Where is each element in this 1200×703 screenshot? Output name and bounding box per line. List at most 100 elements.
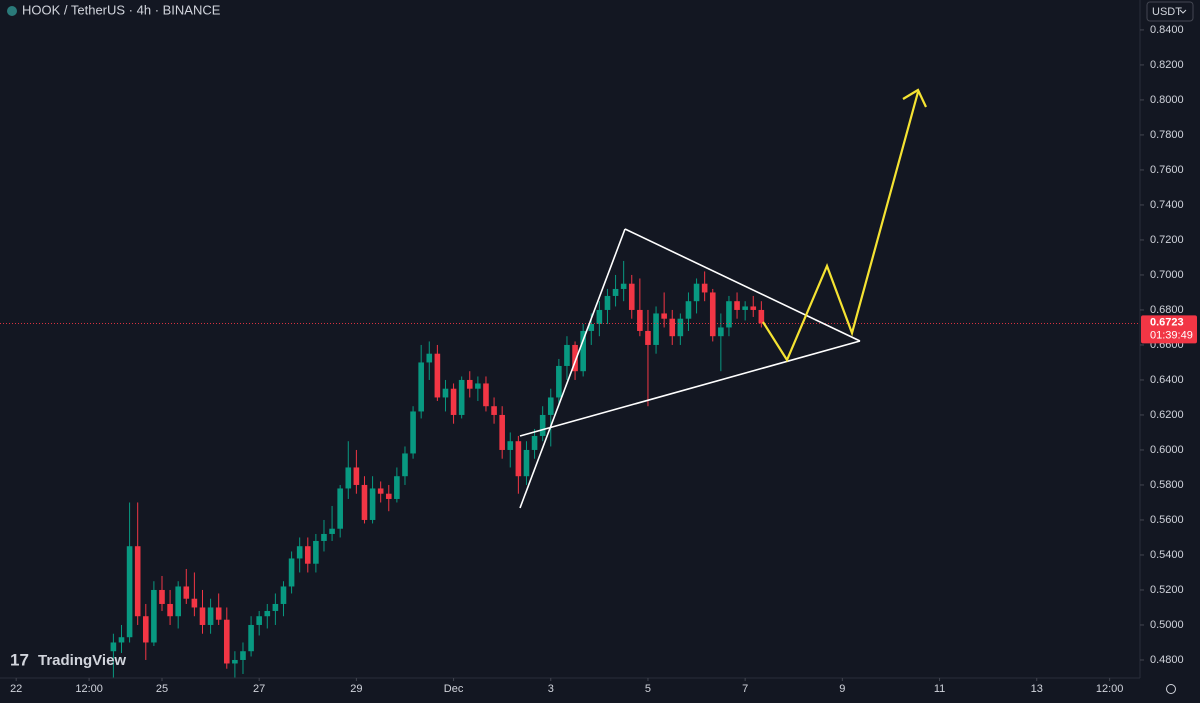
x-tick-label: Dec	[444, 683, 464, 695]
candle-body	[418, 362, 424, 412]
x-tick-label: 5	[645, 683, 651, 695]
y-tick-label: 0.7200	[1150, 234, 1184, 246]
candle-body	[596, 309, 603, 324]
candle-body	[645, 330, 651, 345]
y-tick-label: 0.8200	[1150, 59, 1184, 71]
chart-title: HOOK / TetherUS · 4h · BINANCE	[22, 2, 221, 17]
y-tick-label: 0.6200	[1150, 409, 1184, 421]
candle-body	[523, 449, 530, 477]
y-tick-label: 0.6000	[1150, 444, 1184, 456]
candle-body	[264, 610, 271, 617]
candle-body	[507, 441, 514, 450]
candle-body	[466, 379, 473, 389]
candle-body	[256, 616, 262, 625]
candle-body	[191, 598, 198, 608]
candle-body	[531, 435, 538, 450]
candle-body	[734, 301, 740, 310]
y-tick-label: 0.5000	[1150, 619, 1184, 631]
candle-body	[240, 651, 246, 660]
candle-body	[385, 493, 392, 499]
candle-body	[612, 288, 619, 296]
candle-body	[410, 411, 416, 454]
y-tick-label: 0.8000	[1150, 94, 1184, 106]
candle-body	[313, 540, 319, 564]
candle-body	[564, 344, 570, 366]
candle-body	[693, 283, 700, 302]
candle-body	[677, 318, 684, 337]
y-tick-label: 0.5600	[1150, 514, 1184, 526]
x-tick-label: 27	[253, 683, 265, 695]
candle-body	[337, 488, 343, 529]
candle-body	[183, 586, 190, 599]
candle-body	[539, 414, 546, 436]
candle-body	[483, 383, 489, 407]
dropdown-icon	[1179, 9, 1187, 14]
candle-body	[491, 406, 497, 415]
y-tick-label: 0.6800	[1150, 304, 1184, 316]
candle-body	[701, 283, 708, 293]
symbol-icon	[7, 6, 17, 16]
candle-body	[126, 546, 133, 638]
candle-body	[159, 589, 165, 604]
candle-body	[215, 607, 222, 620]
x-tick-label: 22	[10, 683, 22, 695]
candle-body	[556, 365, 562, 398]
countdown: 01:39:49	[1150, 329, 1193, 341]
candle-body	[685, 301, 692, 319]
candle-body	[272, 603, 279, 611]
currency-button[interactable]	[1146, 1, 1194, 22]
candle-body	[742, 306, 748, 310]
brand: TradingView	[38, 652, 126, 669]
candle-body	[361, 484, 368, 520]
candle-body	[718, 327, 724, 337]
candle-body	[296, 546, 303, 559]
candle-body	[118, 637, 125, 643]
candle-body	[758, 309, 765, 324]
candle-body	[572, 344, 578, 372]
candle-body	[426, 353, 433, 363]
x-tick-label: 12:00	[1096, 683, 1124, 695]
candle-body	[199, 607, 206, 625]
candle-body	[353, 467, 360, 485]
x-tick-label: 3	[548, 683, 554, 695]
candle-body	[580, 330, 586, 372]
candle-body	[321, 533, 327, 541]
y-tick-label: 0.5200	[1150, 584, 1184, 596]
candle-body	[604, 295, 611, 310]
settings-icon[interactable]	[1166, 684, 1176, 694]
y-tick-label: 0.5400	[1150, 549, 1184, 561]
y-tick-label: 0.4800	[1150, 654, 1184, 666]
plot: 0.4800 0.5000 0.5200 0.5400 0.5600 0.5800 0.60…	[0, 24, 1197, 695]
y-tick-label: 0.7600	[1150, 164, 1184, 176]
candle-body	[142, 616, 149, 643]
last-price-label: 0.6723	[1150, 316, 1184, 328]
logo-mark: 17	[10, 650, 29, 669]
candle-body	[709, 292, 716, 337]
candle-body	[637, 309, 643, 331]
last-price-tag	[1141, 315, 1197, 344]
candle-body	[434, 353, 441, 398]
candle-body	[151, 589, 157, 643]
y-tick-label: 0.5800	[1150, 479, 1184, 491]
candle-body	[620, 283, 627, 289]
currency-label[interactable]: USDT	[1152, 6, 1182, 18]
y-tick-label: 0.8400	[1150, 24, 1184, 36]
candle-body	[402, 453, 408, 477]
candle-body	[661, 313, 667, 319]
y-tick-label: 0.7000	[1150, 269, 1184, 281]
candle-body	[669, 318, 676, 337]
candle-body	[475, 383, 481, 389]
candle-body	[547, 397, 554, 415]
candle-body	[304, 546, 311, 564]
x-tick-label: 12:00	[75, 683, 103, 695]
candle-body	[726, 301, 732, 328]
candle-body	[167, 603, 173, 617]
candle-body	[288, 558, 295, 587]
x-tick-label: 9	[839, 683, 845, 695]
candle-body	[280, 586, 287, 604]
y-tick-label: 0.7400	[1150, 199, 1184, 211]
candle-body	[653, 313, 659, 345]
candle-body	[248, 624, 254, 652]
